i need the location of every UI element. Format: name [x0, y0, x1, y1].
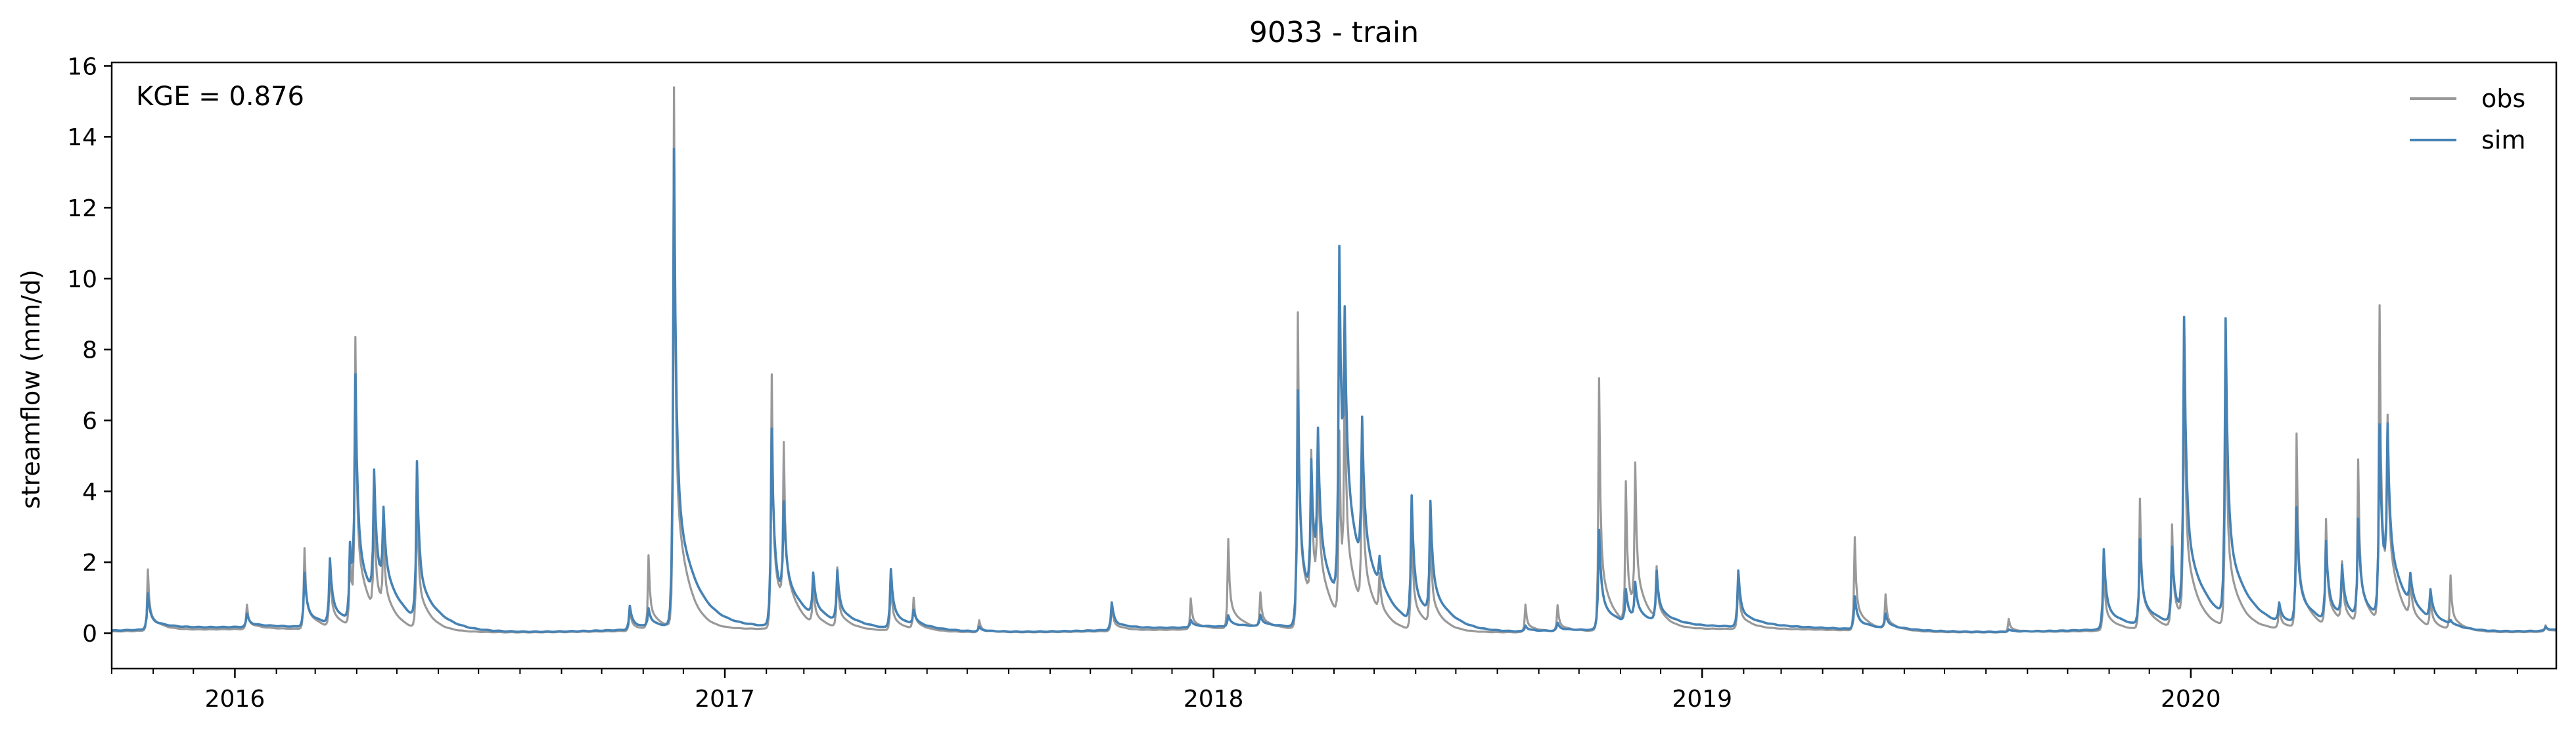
y-tick-label: 10 — [67, 266, 97, 293]
legend-label-obs: obs — [2481, 84, 2525, 113]
chart-title: 9033 - train — [1249, 16, 1419, 49]
y-axis: 0 2 4 6 8 10 12 14 16 — [67, 53, 112, 648]
series-line-sim — [111, 147, 2557, 634]
legend: obs sim — [2410, 84, 2525, 154]
series-line-obs — [111, 86, 2557, 634]
x-tick-label: 2019 — [1672, 686, 1732, 713]
y-tick-label: 8 — [82, 337, 97, 364]
x-tick-label: 2016 — [205, 686, 265, 713]
y-tick-label: 14 — [67, 124, 97, 151]
y-tick-label: 0 — [82, 621, 97, 648]
y-tick-label: 16 — [67, 53, 97, 80]
y-tick-label: 2 — [82, 550, 97, 577]
y-tick-label: 4 — [82, 479, 97, 506]
x-tick-label: 2018 — [1184, 686, 1244, 713]
legend-label-sim: sim — [2481, 126, 2525, 154]
series-layer — [111, 86, 2557, 634]
y-tick-label: 12 — [67, 195, 97, 222]
x-tick-label: 2020 — [2161, 686, 2221, 713]
y-axis-label: streamflow (mm/d) — [16, 270, 45, 509]
kge-annotation: KGE = 0.876 — [136, 82, 304, 112]
x-axis: 2016 2017 2018 2019 2020 — [111, 669, 2518, 713]
y-tick-label: 6 — [82, 408, 97, 435]
x-tick-label: 2017 — [695, 686, 755, 713]
